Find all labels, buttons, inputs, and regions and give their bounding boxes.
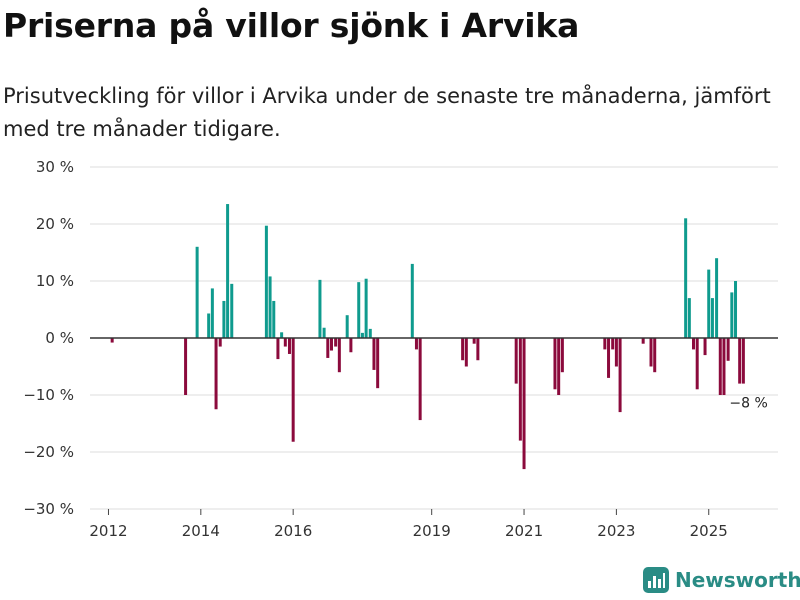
bar: [280, 332, 284, 338]
bar: [710, 298, 714, 338]
bar: [218, 338, 222, 347]
axes: 30 % 20 % 10 % 0 % −10 % −20 % −30 % 2012 2014 20…: [23, 158, 778, 540]
bar: [283, 338, 287, 347]
bar: [726, 338, 730, 361]
chart-subtitle: Prisutveckling för villor i Arvika under…: [3, 84, 771, 141]
bar: [557, 338, 561, 395]
y-tick-label: −30 %: [23, 500, 74, 518]
bar: [730, 292, 734, 338]
bar: [360, 332, 364, 338]
brand-name: Newsworthy: [675, 568, 800, 592]
bar: [376, 338, 380, 389]
bar: [464, 338, 468, 367]
bar: [268, 276, 272, 338]
bar: [684, 218, 688, 338]
bar-chart-icon: [643, 567, 669, 593]
bar: [214, 338, 218, 410]
bar: [418, 338, 422, 421]
bar: [722, 338, 726, 395]
bar: [476, 338, 480, 361]
bar: [607, 338, 611, 378]
brand-logo: Newsworthy: [643, 567, 800, 593]
bar: [741, 338, 745, 384]
bar: [611, 338, 615, 350]
x-tick-label: 2021: [505, 522, 543, 540]
bar: [337, 338, 341, 373]
bar: [372, 338, 376, 370]
bar: [649, 338, 653, 367]
x-tick-label: 2019: [413, 522, 451, 540]
bar: [357, 282, 361, 338]
y-tick-label: 10 %: [36, 272, 74, 290]
bars: [110, 204, 745, 470]
bar: [707, 269, 711, 338]
y-tick-label: 0 %: [45, 329, 74, 347]
bar: [184, 338, 188, 395]
bar: [226, 204, 230, 338]
x-tick-label: 2023: [597, 522, 635, 540]
bar: [222, 300, 226, 338]
bar: [195, 246, 199, 338]
bar: [614, 338, 618, 367]
bar: [410, 263, 414, 338]
bar: [368, 328, 372, 338]
y-tick-label: 30 %: [36, 158, 74, 176]
bar: [210, 288, 214, 338]
data-label: −8 %: [729, 396, 767, 412]
bar: [715, 258, 719, 338]
bar: [603, 338, 607, 350]
bar: [207, 313, 211, 338]
x-tick-label: 2016: [274, 522, 312, 540]
bar: [553, 338, 557, 390]
bar: [522, 338, 526, 470]
bar: [687, 298, 691, 338]
annotations: −8 %: [729, 396, 767, 412]
bar: [734, 281, 738, 338]
bar: [641, 338, 645, 344]
bar: [326, 338, 330, 358]
y-tick-label: −10 %: [23, 386, 74, 404]
bar: [287, 338, 291, 354]
bar: [322, 327, 326, 338]
bar: [334, 338, 338, 347]
bar: [110, 338, 114, 343]
bar: [560, 338, 564, 373]
y-tick-label: −20 %: [23, 443, 74, 461]
bar: [738, 338, 742, 384]
x-tick-label: 2012: [89, 522, 127, 540]
bar: [461, 338, 465, 361]
bar: [349, 338, 353, 353]
gridlines: [90, 166, 778, 510]
bar: [264, 225, 268, 338]
bar: [718, 338, 722, 395]
bar: [618, 338, 622, 413]
bar: [272, 300, 276, 338]
bar: [345, 315, 349, 338]
bar: [653, 338, 657, 373]
bar: [318, 279, 322, 338]
chart-title: Priserna på villor sjönk i Arvika: [3, 6, 580, 45]
bar: [703, 338, 707, 356]
y-tick-label: 20 %: [36, 215, 74, 233]
bar: [329, 338, 333, 351]
x-tick-label: 2025: [690, 522, 728, 540]
x-tick-label: 2014: [182, 522, 220, 540]
bar: [518, 338, 522, 441]
bar: [514, 338, 518, 384]
bar: [230, 283, 234, 338]
bar: [291, 338, 295, 442]
bar: [692, 338, 696, 350]
bar: [414, 338, 418, 350]
bar: [276, 338, 280, 360]
bar: [472, 338, 476, 344]
bar: [364, 278, 368, 338]
bar: [695, 338, 699, 390]
